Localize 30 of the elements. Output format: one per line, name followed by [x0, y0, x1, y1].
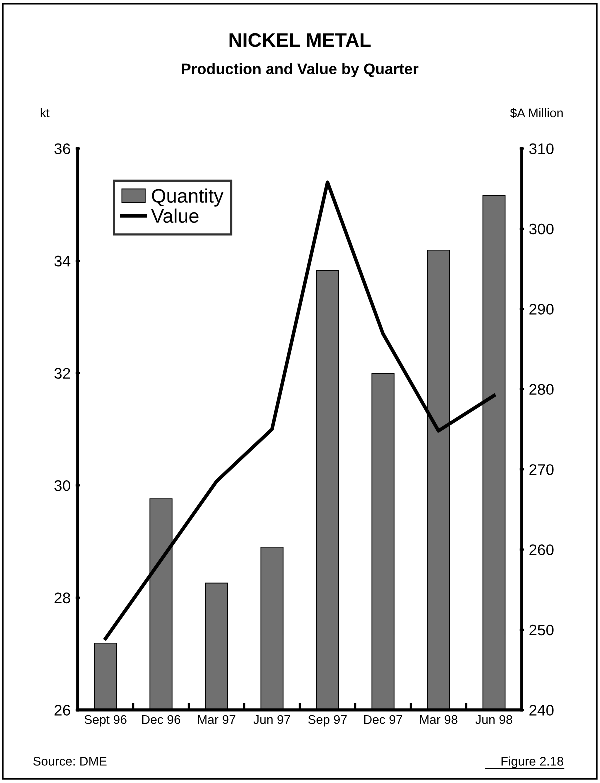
y2-tick-label: 280 [530, 384, 554, 396]
y-tick-label: 30 [54, 480, 70, 492]
y2-tick-label: 300 [530, 224, 554, 235]
x-tick-label: Mar 97 [198, 715, 236, 724]
chart-title: NICKEL METAL [230, 33, 371, 48]
legend-label: Value [151, 208, 199, 224]
x-tick-label: Dec 96 [142, 715, 181, 724]
y2-tick-label: 260 [530, 544, 554, 556]
y2-tick-label: 240 [530, 705, 554, 716]
x-tick-label: Mar 98 [420, 715, 458, 724]
y2-axis-title: $A Million [510, 108, 563, 118]
y-axis-title: kt [40, 108, 50, 118]
y2-tick-label: 250 [530, 624, 554, 636]
chart-subtitle: Production and Value by Quarter [182, 63, 419, 78]
x-tick-label: Jun 98 [476, 715, 512, 724]
source-note: Source: DME [34, 757, 107, 766]
x-tick-label: Sept 96 [84, 715, 127, 727]
y-tick-label: 36 [54, 144, 70, 154]
x-tick-label: Dec 97 [364, 715, 402, 724]
y2-tick-label: 290 [530, 304, 554, 315]
y-tick-label: 34 [54, 256, 71, 267]
y-tick-label: 28 [54, 592, 70, 604]
caption: Figure 2.18 [502, 756, 564, 768]
y-tick-label: 32 [54, 368, 70, 380]
x-tick-label: Jun 97 [254, 715, 290, 724]
y-tick-label: 26 [54, 705, 70, 716]
y2-tick-label: 270 [530, 464, 554, 476]
y2-tick-label: 310 [530, 144, 554, 154]
x-tick-label: Sep 97 [308, 715, 347, 727]
legend-label: Quantity [152, 188, 224, 207]
